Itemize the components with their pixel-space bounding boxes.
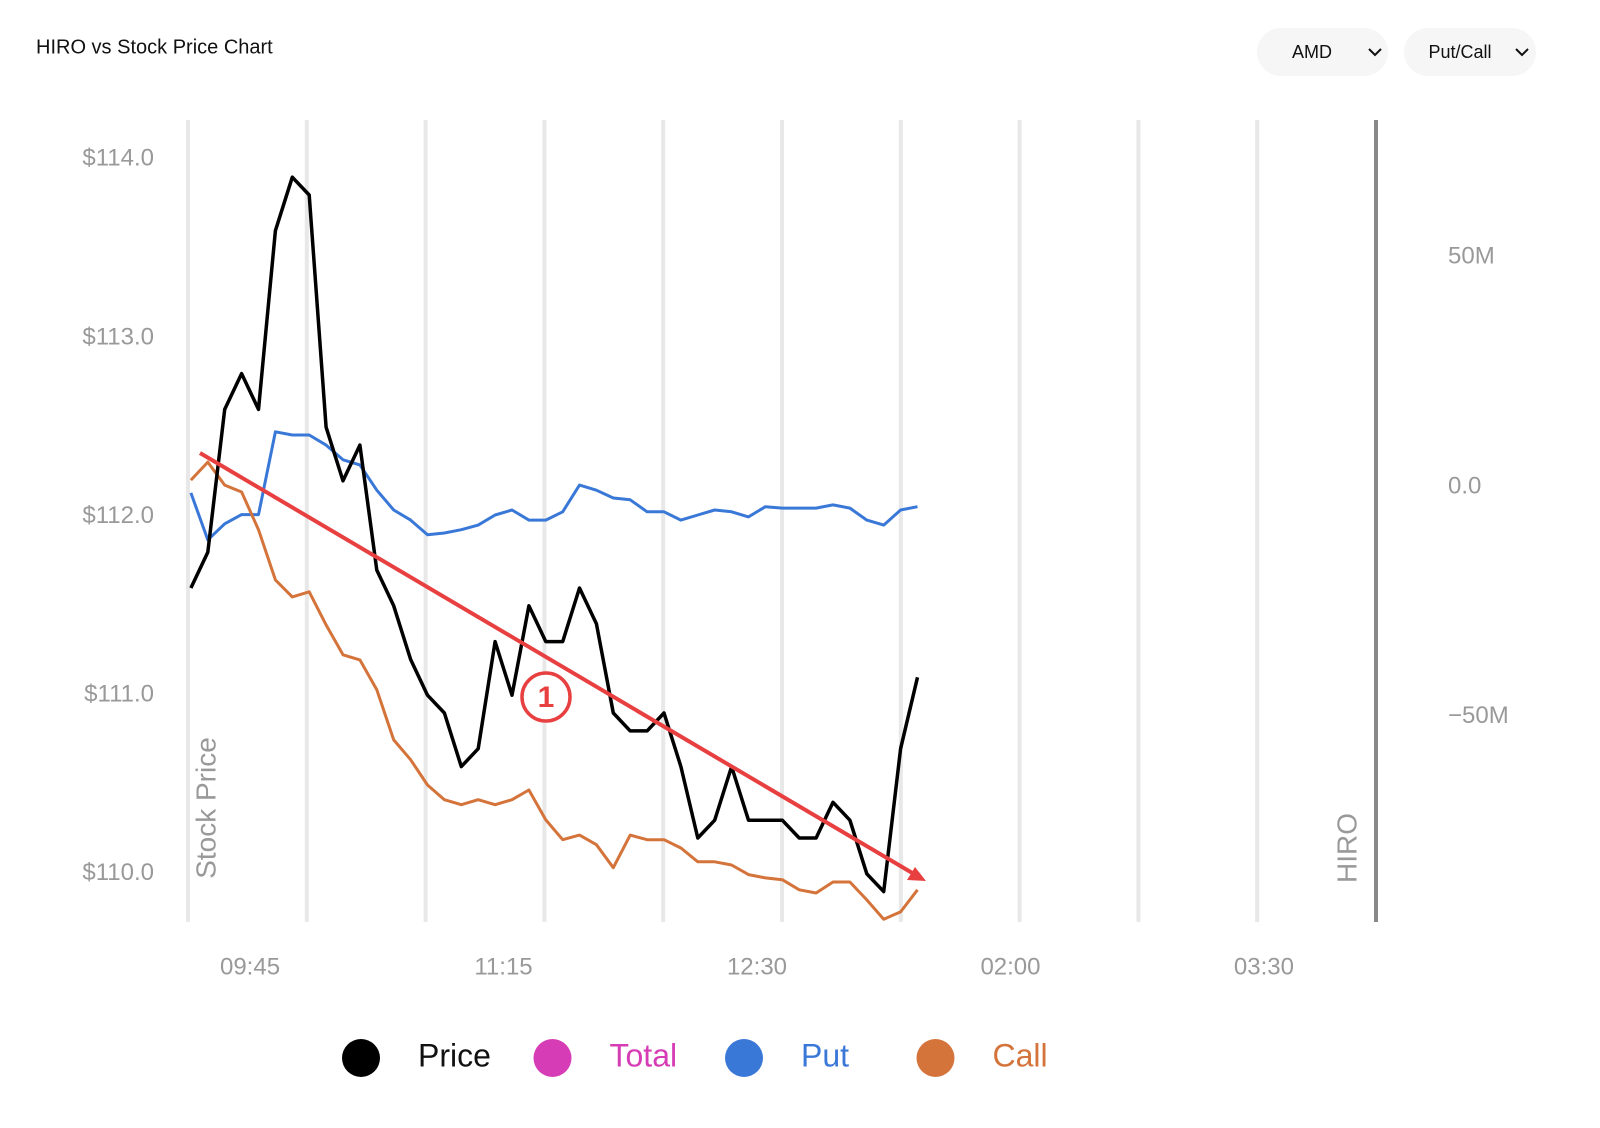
dropdown-label: AMD <box>1292 42 1332 62</box>
y2-axis-label: HIRO <box>1331 813 1362 883</box>
dropdown-label: Put/Call <box>1428 42 1491 62</box>
mode-dropdown[interactable]: Put/Call <box>1404 28 1536 76</box>
y-tick-label: $110.0 <box>82 859 154 886</box>
x-tick-label: 09:45 <box>220 953 280 980</box>
plot <box>189 175 920 921</box>
y-axis-label: Stock Price <box>190 737 221 879</box>
series-line <box>189 175 920 894</box>
trend-arrow <box>198 451 916 876</box>
annotation-circle <box>520 671 572 723</box>
annotation-label: 1 <box>538 681 555 714</box>
chevron <box>1515 48 1529 57</box>
legend-marker <box>725 1039 763 1077</box>
chart-title: HIRO vs Stock Price Chart <box>36 36 273 58</box>
x-tick-label: 02:00 <box>980 953 1040 980</box>
y-tick-label: $113.0 <box>82 323 154 350</box>
legend-label: Put <box>801 1037 849 1073</box>
legend-label: Call <box>993 1037 1048 1073</box>
y-tick-label: $111.0 <box>84 680 154 707</box>
legend-label: Total <box>610 1037 678 1073</box>
y-tick-label: $114.0 <box>82 145 154 172</box>
legend-marker <box>916 1039 955 1077</box>
chevron <box>1368 48 1382 57</box>
annotation: 1 <box>198 451 926 881</box>
ticker-dropdown[interactable]: AMD <box>1257 28 1388 76</box>
arrow-head <box>907 867 926 881</box>
y2-tick-label: −50M <box>1448 702 1509 729</box>
legend-marker <box>533 1039 572 1077</box>
series-line <box>189 460 919 921</box>
legend-label: Price <box>418 1037 491 1073</box>
x-tick-label: 03:30 <box>1234 953 1294 980</box>
y-tick-label: $112.0 <box>82 502 154 529</box>
x-tick-label: 12:30 <box>727 953 787 980</box>
dropdown-bg <box>1404 28 1536 76</box>
dropdown-bg <box>1257 28 1388 76</box>
vertical-grid <box>186 120 1260 922</box>
x-tick-label: 11:15 <box>474 953 532 980</box>
series-line <box>189 430 918 542</box>
legend-marker <box>342 1039 380 1077</box>
y2-tick-label: 50M <box>1448 242 1495 269</box>
y2-tick-label: 0.0 <box>1448 472 1481 499</box>
